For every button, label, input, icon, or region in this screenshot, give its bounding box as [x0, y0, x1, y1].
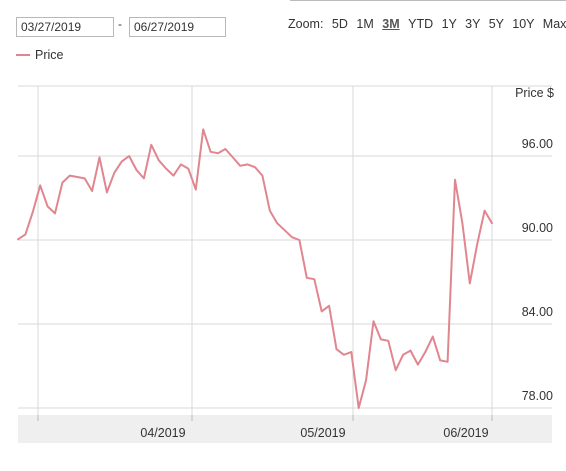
x-tick-label: 06/2019 [443, 426, 488, 440]
zoom-selector: Zoom: 5D 1M 3M YTD 1Y 3Y 5Y 10Y Max [288, 17, 566, 31]
y-tick-label: 78.00 [522, 389, 553, 403]
zoom-1m-button[interactable]: 1M [356, 17, 374, 31]
zoom-ytd-button[interactable]: YTD [408, 17, 434, 31]
zoom-max-button[interactable]: Max [542, 17, 566, 31]
zoom-1y-button[interactable]: 1Y [441, 17, 457, 31]
legend-swatch [16, 54, 30, 56]
zoom-3m-button[interactable]: 3M [382, 17, 400, 31]
y-tick-label: 90.00 [522, 221, 553, 235]
legend[interactable]: Price [16, 48, 63, 62]
price-series-line [17, 128, 493, 409]
date-range-separator: - [118, 17, 122, 31]
zoom-5d-button[interactable]: 5D [331, 17, 348, 31]
zoom-10y-button[interactable]: 10Y [512, 17, 535, 31]
y-tick-label: 84.00 [522, 305, 553, 319]
zoom-label: Zoom: [288, 17, 324, 31]
x-tick-label: 05/2019 [300, 426, 345, 440]
zoom-5y-button[interactable]: 5Y [488, 17, 504, 31]
zoom-3y-button[interactable]: 3Y [465, 17, 481, 31]
x-tick-label: 04/2019 [140, 426, 185, 440]
y-tick-label: 96.00 [522, 137, 553, 151]
x-axis-band [18, 415, 552, 443]
top-divider [290, 0, 566, 1]
from-date-input[interactable]: 03/27/2019 [16, 17, 114, 37]
legend-item-price: Price [35, 48, 64, 62]
to-date-input[interactable]: 06/27/2019 [129, 17, 226, 37]
chart-toolbar: 03/27/2019 - 06/27/2019 Zoom: 5D 1M 3M Y… [0, 0, 566, 78]
y-axis-label: Price $ [515, 86, 554, 100]
